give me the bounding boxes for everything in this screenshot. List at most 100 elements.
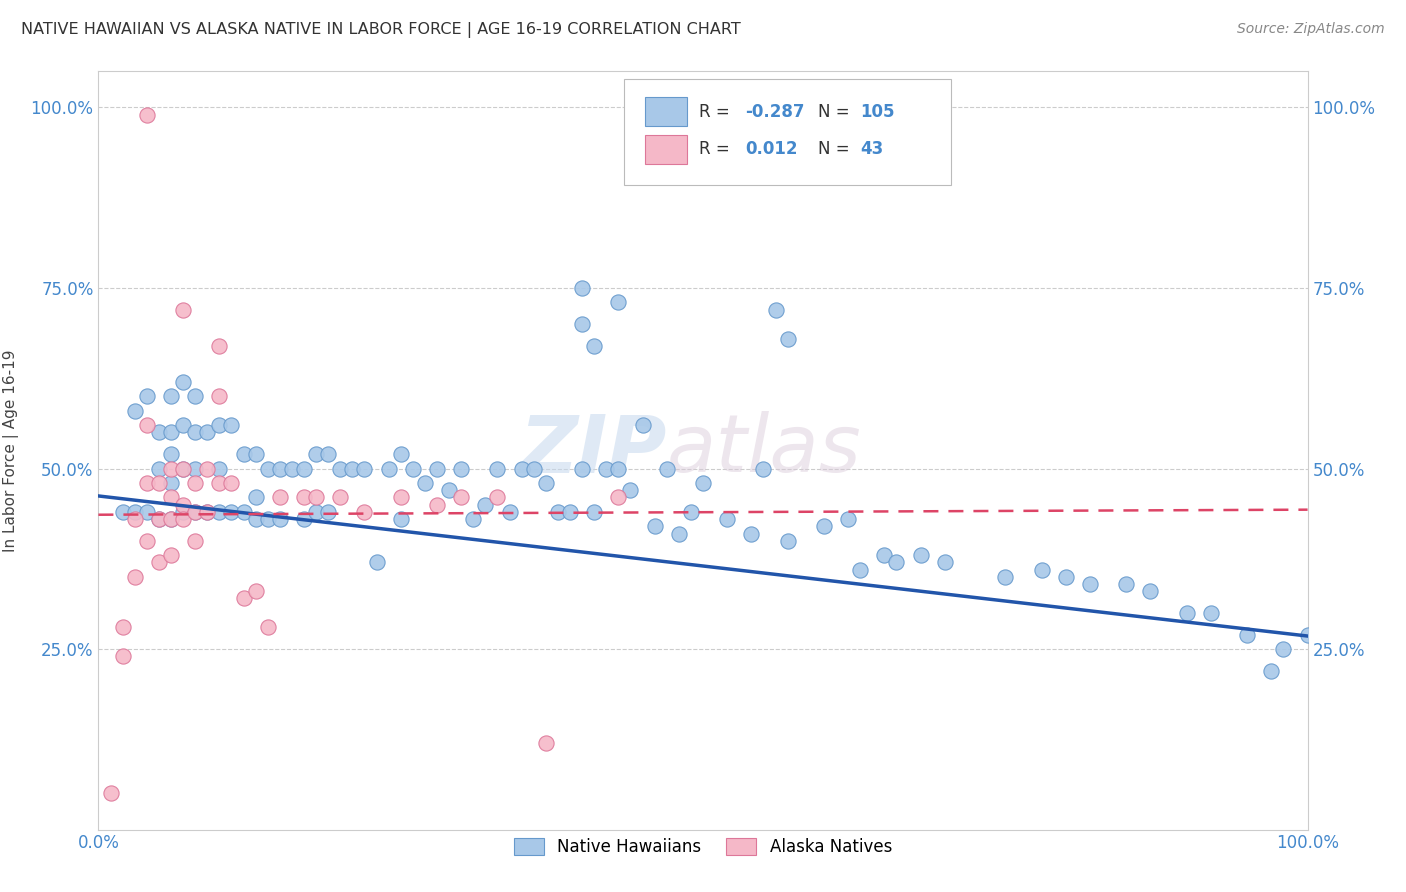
Point [1078,577,1101,591]
Point [463,512,485,526]
Point [269,461,291,475]
Text: N =: N = [818,103,855,120]
Point [195,505,218,519]
Point [245,584,267,599]
Point [208,418,231,433]
Point [450,491,472,505]
Point [523,461,546,475]
Point [292,512,315,526]
Point [571,461,593,475]
Point [124,403,146,417]
Point [692,475,714,490]
Text: 43: 43 [860,140,883,159]
Point [232,591,254,606]
Point [172,302,194,317]
Point [281,461,304,475]
Point [135,505,157,519]
Point [716,512,738,526]
Point [389,491,412,505]
Point [389,512,412,526]
Point [292,461,315,475]
Point [474,498,496,512]
Point [353,461,375,475]
Point [655,461,678,475]
Point [172,461,194,475]
Point [184,505,207,519]
Point [583,339,606,353]
Point [1031,563,1053,577]
Point [595,461,617,475]
Text: N =: N = [818,140,855,159]
Point [111,649,134,664]
Point [292,491,315,505]
Point [1139,584,1161,599]
Point [342,461,364,475]
Text: R =: R = [699,140,735,159]
Point [160,389,183,403]
Point [631,418,654,433]
Point [886,555,908,569]
Point [245,447,267,461]
Point [135,108,157,122]
Point [124,512,146,526]
Point [547,505,569,519]
Text: NATIVE HAWAIIAN VS ALASKA NATIVE IN LABOR FORCE | AGE 16-19 CORRELATION CHART: NATIVE HAWAIIAN VS ALASKA NATIVE IN LABO… [21,22,741,38]
Point [184,389,207,403]
Point [776,533,799,548]
Point [208,461,231,475]
Bar [645,97,688,126]
Point [232,447,254,461]
Point [184,533,207,548]
Point [245,491,267,505]
Y-axis label: In Labor Force | Age 16-19: In Labor Force | Age 16-19 [3,349,20,552]
Point [679,505,702,519]
Point [111,620,134,634]
Point [558,505,581,519]
Point [160,512,183,526]
Point [160,425,183,440]
Point [160,491,183,505]
Point [172,505,194,519]
Text: 105: 105 [860,103,894,120]
Point [148,555,170,569]
FancyBboxPatch shape [624,79,950,186]
Point [571,317,593,331]
Point [426,498,449,512]
Point [1260,664,1282,678]
Point [148,512,170,526]
Point [124,505,146,519]
Point [316,505,339,519]
Text: atlas: atlas [666,411,862,490]
Point [160,475,183,490]
Point [776,332,799,346]
Point [486,461,509,475]
Point [619,483,641,498]
Point [849,563,872,577]
Text: Source: ZipAtlas.com: Source: ZipAtlas.com [1237,22,1385,37]
Point [256,512,278,526]
Point [607,491,630,505]
Point [644,519,666,533]
Point [208,505,231,519]
Point [607,461,630,475]
Text: ZIP: ZIP [519,411,666,490]
Point [498,505,520,519]
Point [1199,606,1222,620]
Point [413,475,436,490]
Point [910,548,932,562]
Point [534,736,557,750]
Point [195,505,218,519]
Point [245,512,267,526]
Point [195,425,218,440]
Point [1272,642,1295,657]
Point [426,461,449,475]
Point [450,461,472,475]
Point [256,461,278,475]
Point [221,505,243,519]
Point [208,475,231,490]
Point [1054,570,1077,584]
Point [437,483,460,498]
Point [740,526,762,541]
Point [571,281,593,295]
Point [160,447,183,461]
